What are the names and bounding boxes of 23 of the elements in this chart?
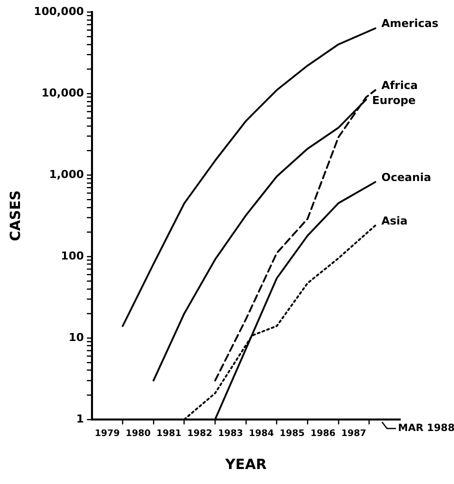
x-tick-label: 1981: [156, 429, 182, 440]
x-tick-label: 1987: [341, 429, 366, 440]
x-tick-label: 1983: [218, 429, 244, 440]
series-label: Africa: [381, 78, 418, 92]
series-label: Europe: [372, 94, 416, 107]
series-label: Oceania: [381, 170, 432, 184]
y-axis-title: CASES: [8, 190, 24, 242]
y-tick-label: 1: [76, 412, 84, 426]
y-tick-label: 10: [68, 330, 84, 344]
x-tick-label: 1985: [280, 429, 305, 440]
series-label: Americas: [381, 17, 439, 30]
y-tick-label: 10,000: [41, 86, 84, 100]
text: MAR 1988: [398, 422, 454, 434]
y-tick-label: 100: [60, 249, 84, 262]
x-tick-label: 1986: [310, 429, 336, 440]
y-tick-label: 1,000: [49, 168, 84, 181]
series-label: Asia: [381, 214, 408, 228]
x-tick-label: 1979: [94, 429, 120, 440]
x-tick-label: 1980: [126, 429, 151, 440]
x-tick-label: 1982: [187, 429, 212, 440]
x-tick-label: 1984: [248, 429, 274, 440]
y-tick-label: 100,000: [34, 4, 84, 18]
x-axis-title: YEAR: [224, 457, 267, 474]
